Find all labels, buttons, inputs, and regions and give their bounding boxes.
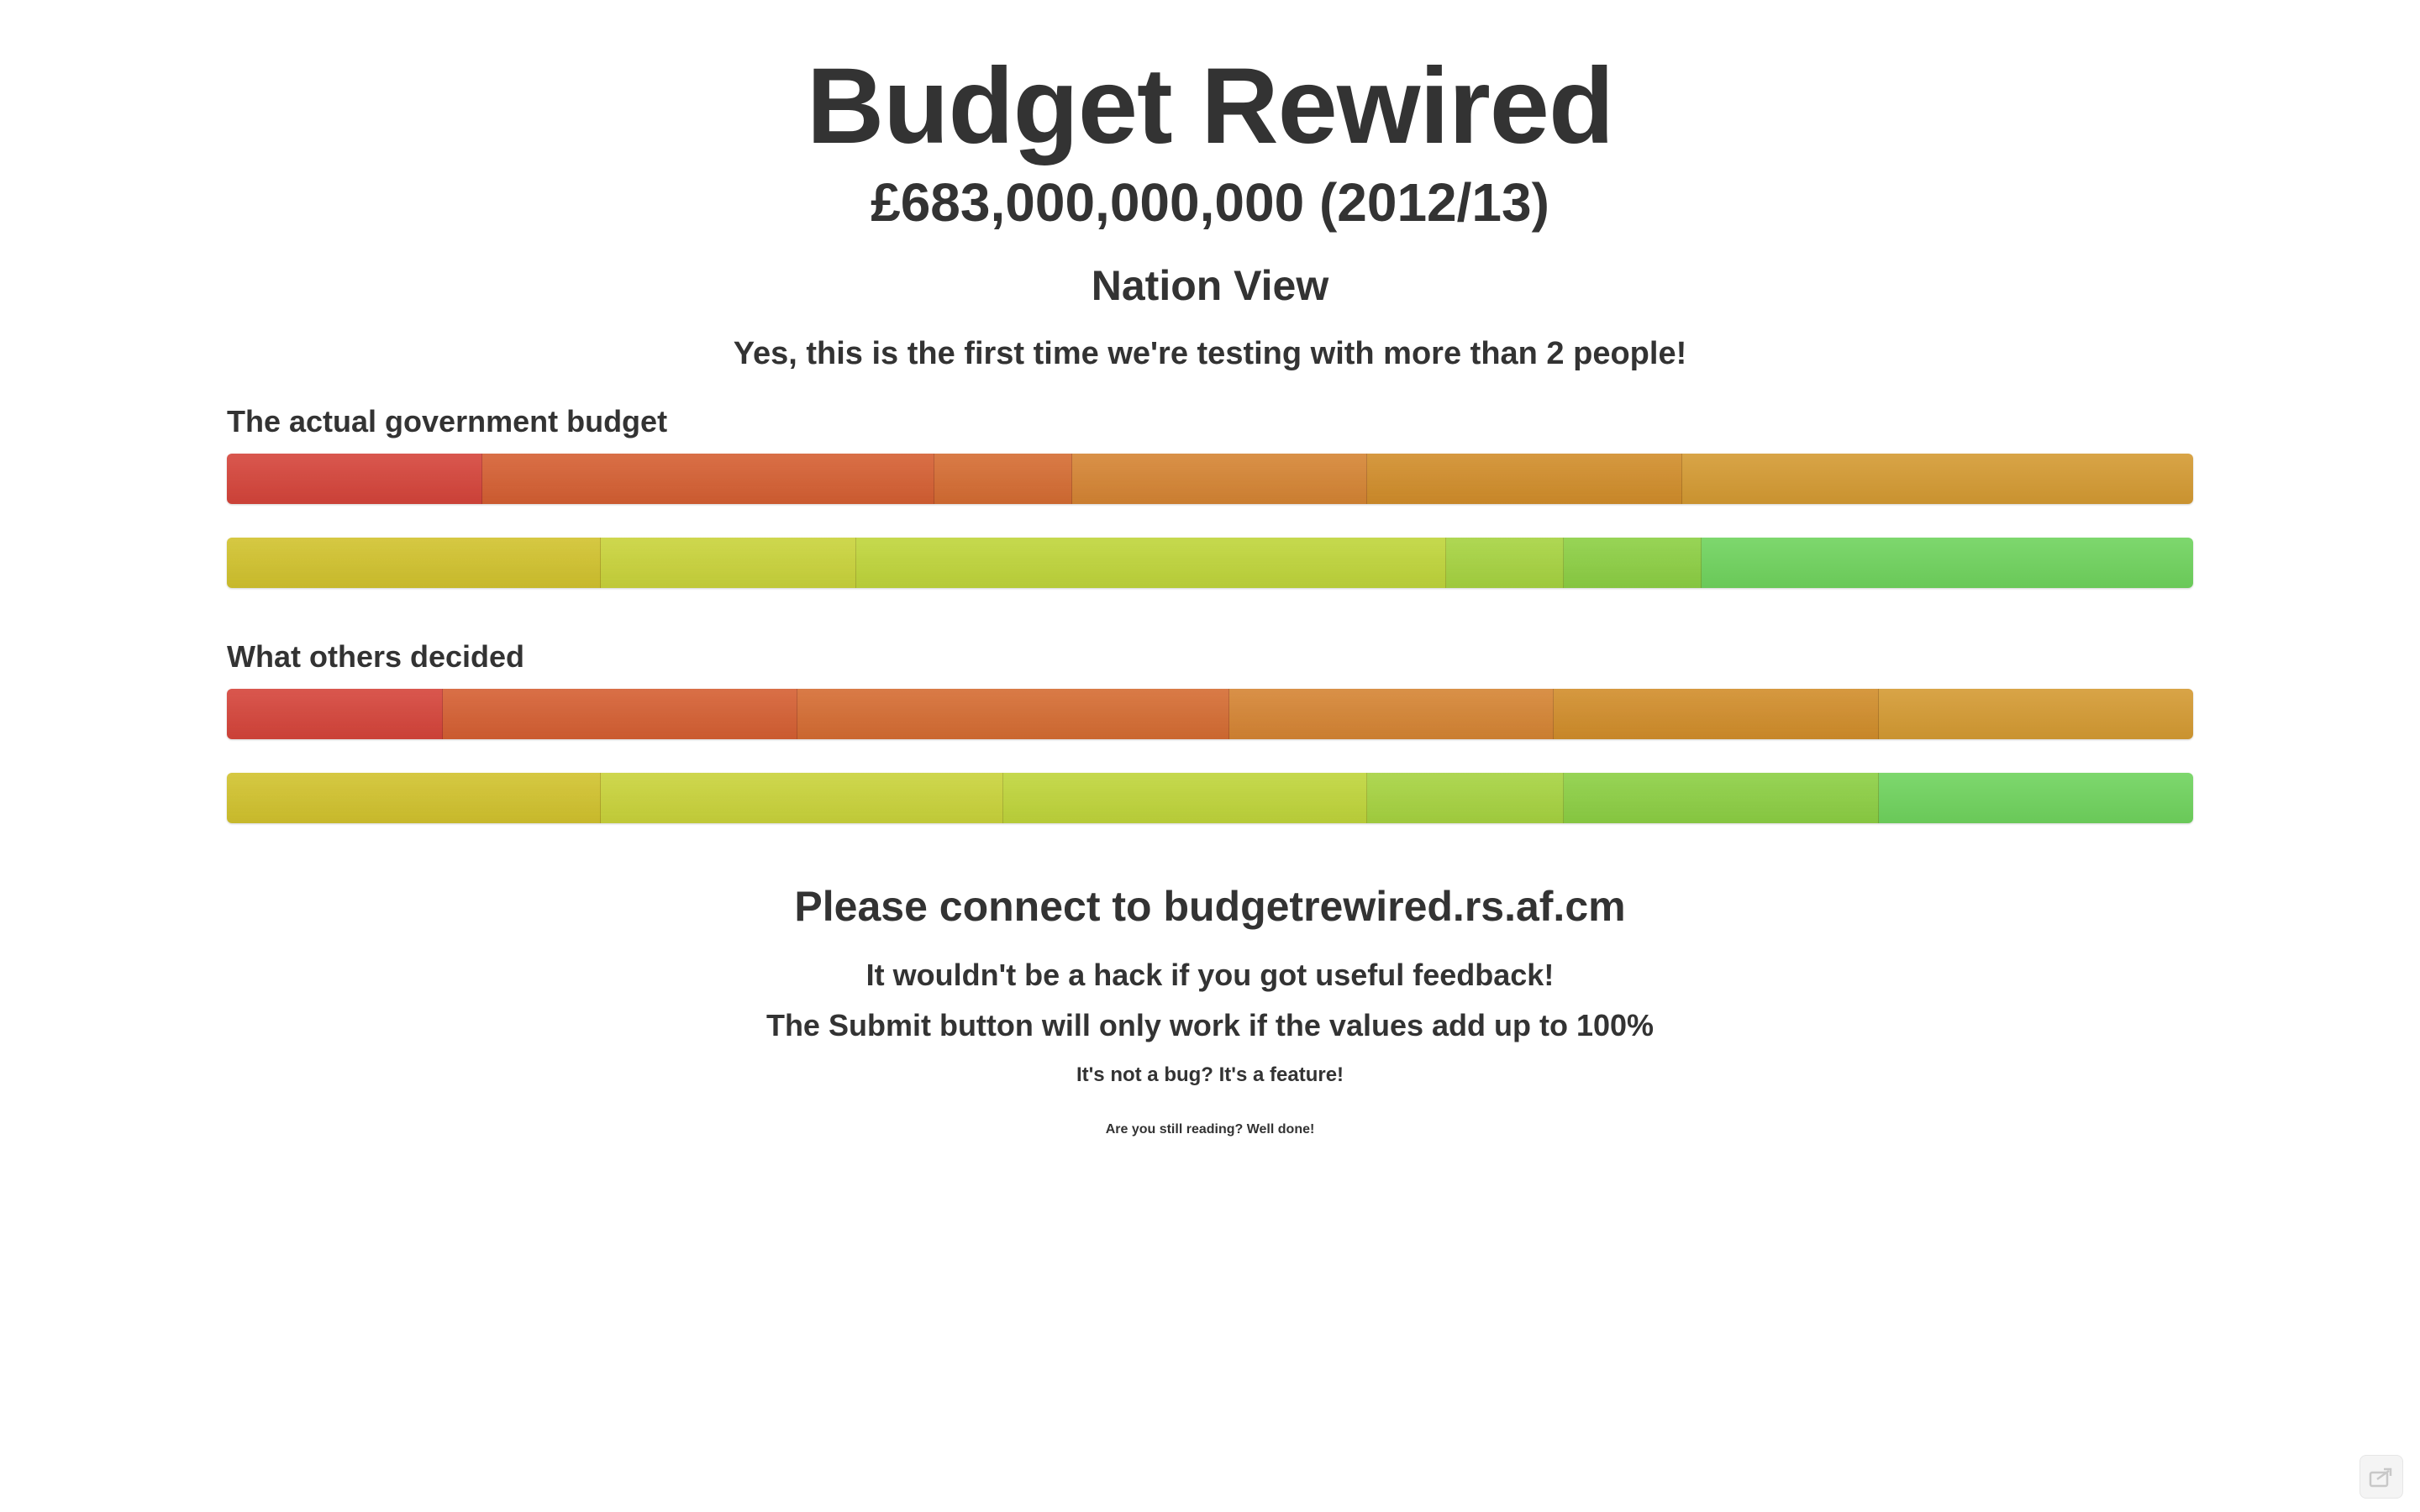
budget-segment (1367, 454, 1682, 504)
budget-segment (1878, 689, 2193, 739)
budget-segment (1445, 538, 1565, 588)
submit-rule-message: The Submit button will only work if the … (765, 1008, 1655, 1042)
budget-segment (934, 454, 1073, 504)
budget-segment (1681, 454, 2193, 504)
budget-segment (1701, 538, 2193, 588)
budget-segment (227, 689, 444, 739)
budget-segment (227, 538, 601, 588)
budget-segment (1367, 773, 1565, 823)
view-heading: Nation View (1091, 262, 1329, 309)
budget-segment (1564, 773, 1879, 823)
section-label-others-decided: What others decided (227, 639, 525, 674)
budget-segment (1564, 538, 1702, 588)
budget-segment (1072, 454, 1368, 504)
actual-budget-bar-2 (227, 538, 2193, 588)
page-title: Budget Rewired (806, 46, 1614, 166)
feedback-message: It wouldn't be a hack if you got useful … (865, 958, 1555, 992)
budget-segment (600, 773, 1004, 823)
budget-segment (227, 454, 483, 504)
budget-segment (1229, 689, 1555, 739)
budget-segment (1003, 773, 1368, 823)
feature-message: It's not a bug? It's a feature! (1076, 1063, 1344, 1086)
budget-segment (1878, 773, 2193, 823)
budget-segment (600, 538, 856, 588)
budget-segment (797, 689, 1230, 739)
budget-segment (443, 689, 797, 739)
share-arrow-icon (2369, 1467, 2392, 1488)
actual-budget-bar-1 (227, 454, 2193, 504)
share-icon[interactable] (2360, 1455, 2403, 1499)
budget-segment (227, 773, 601, 823)
testing-notice: Yes, this is the first time we're testin… (733, 336, 1687, 371)
section-label-actual-budget: The actual government budget (227, 404, 668, 438)
others-decided-bar-1 (227, 689, 2193, 739)
budget-segment (855, 538, 1446, 588)
still-reading-message: Are you still reading? Well done! (1105, 1122, 1315, 1137)
budget-segment (482, 454, 935, 504)
budget-segment (1554, 689, 1879, 739)
budget-total: £683,000,000,000 (2012/13) (871, 172, 1549, 233)
others-decided-bar-2 (227, 773, 2193, 823)
connect-heading: Please connect to budgetrewired.rs.af.cm (794, 883, 1626, 930)
